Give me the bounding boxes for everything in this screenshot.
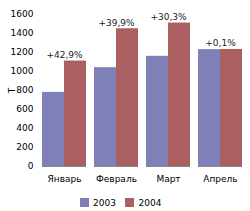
svg-text:Март: Март [156, 174, 180, 184]
svg-text:Январь: Январь [48, 174, 82, 184]
svg-text:1600: 1600 [11, 9, 34, 19]
svg-text:0: 0 [28, 161, 34, 171]
svg-text:800: 800 [16, 85, 33, 95]
svg-text:200: 200 [16, 142, 33, 152]
svg-text:+30,3%: +30,3% [150, 12, 187, 22]
svg-text:400: 400 [16, 123, 33, 133]
html-text:2004: 2004 [138, 197, 162, 208]
svg-text:+0,1%: +0,1% [205, 38, 236, 48]
svg-text:Февраль: Февраль [96, 174, 137, 184]
svg-text:Апрель: Апрель [203, 174, 237, 184]
svg-text:600: 600 [16, 104, 33, 114]
svg-text:+39,9%: +39,9% [98, 18, 135, 28]
svg-text:1000: 1000 [11, 66, 34, 76]
html-text:2003: 2003 [93, 197, 116, 208]
svg-text:1200: 1200 [11, 47, 34, 57]
svg-text:+42,9%: +42,9% [46, 50, 83, 60]
svg-text:Т: Т [7, 87, 17, 94]
svg-text:1400: 1400 [11, 28, 34, 38]
